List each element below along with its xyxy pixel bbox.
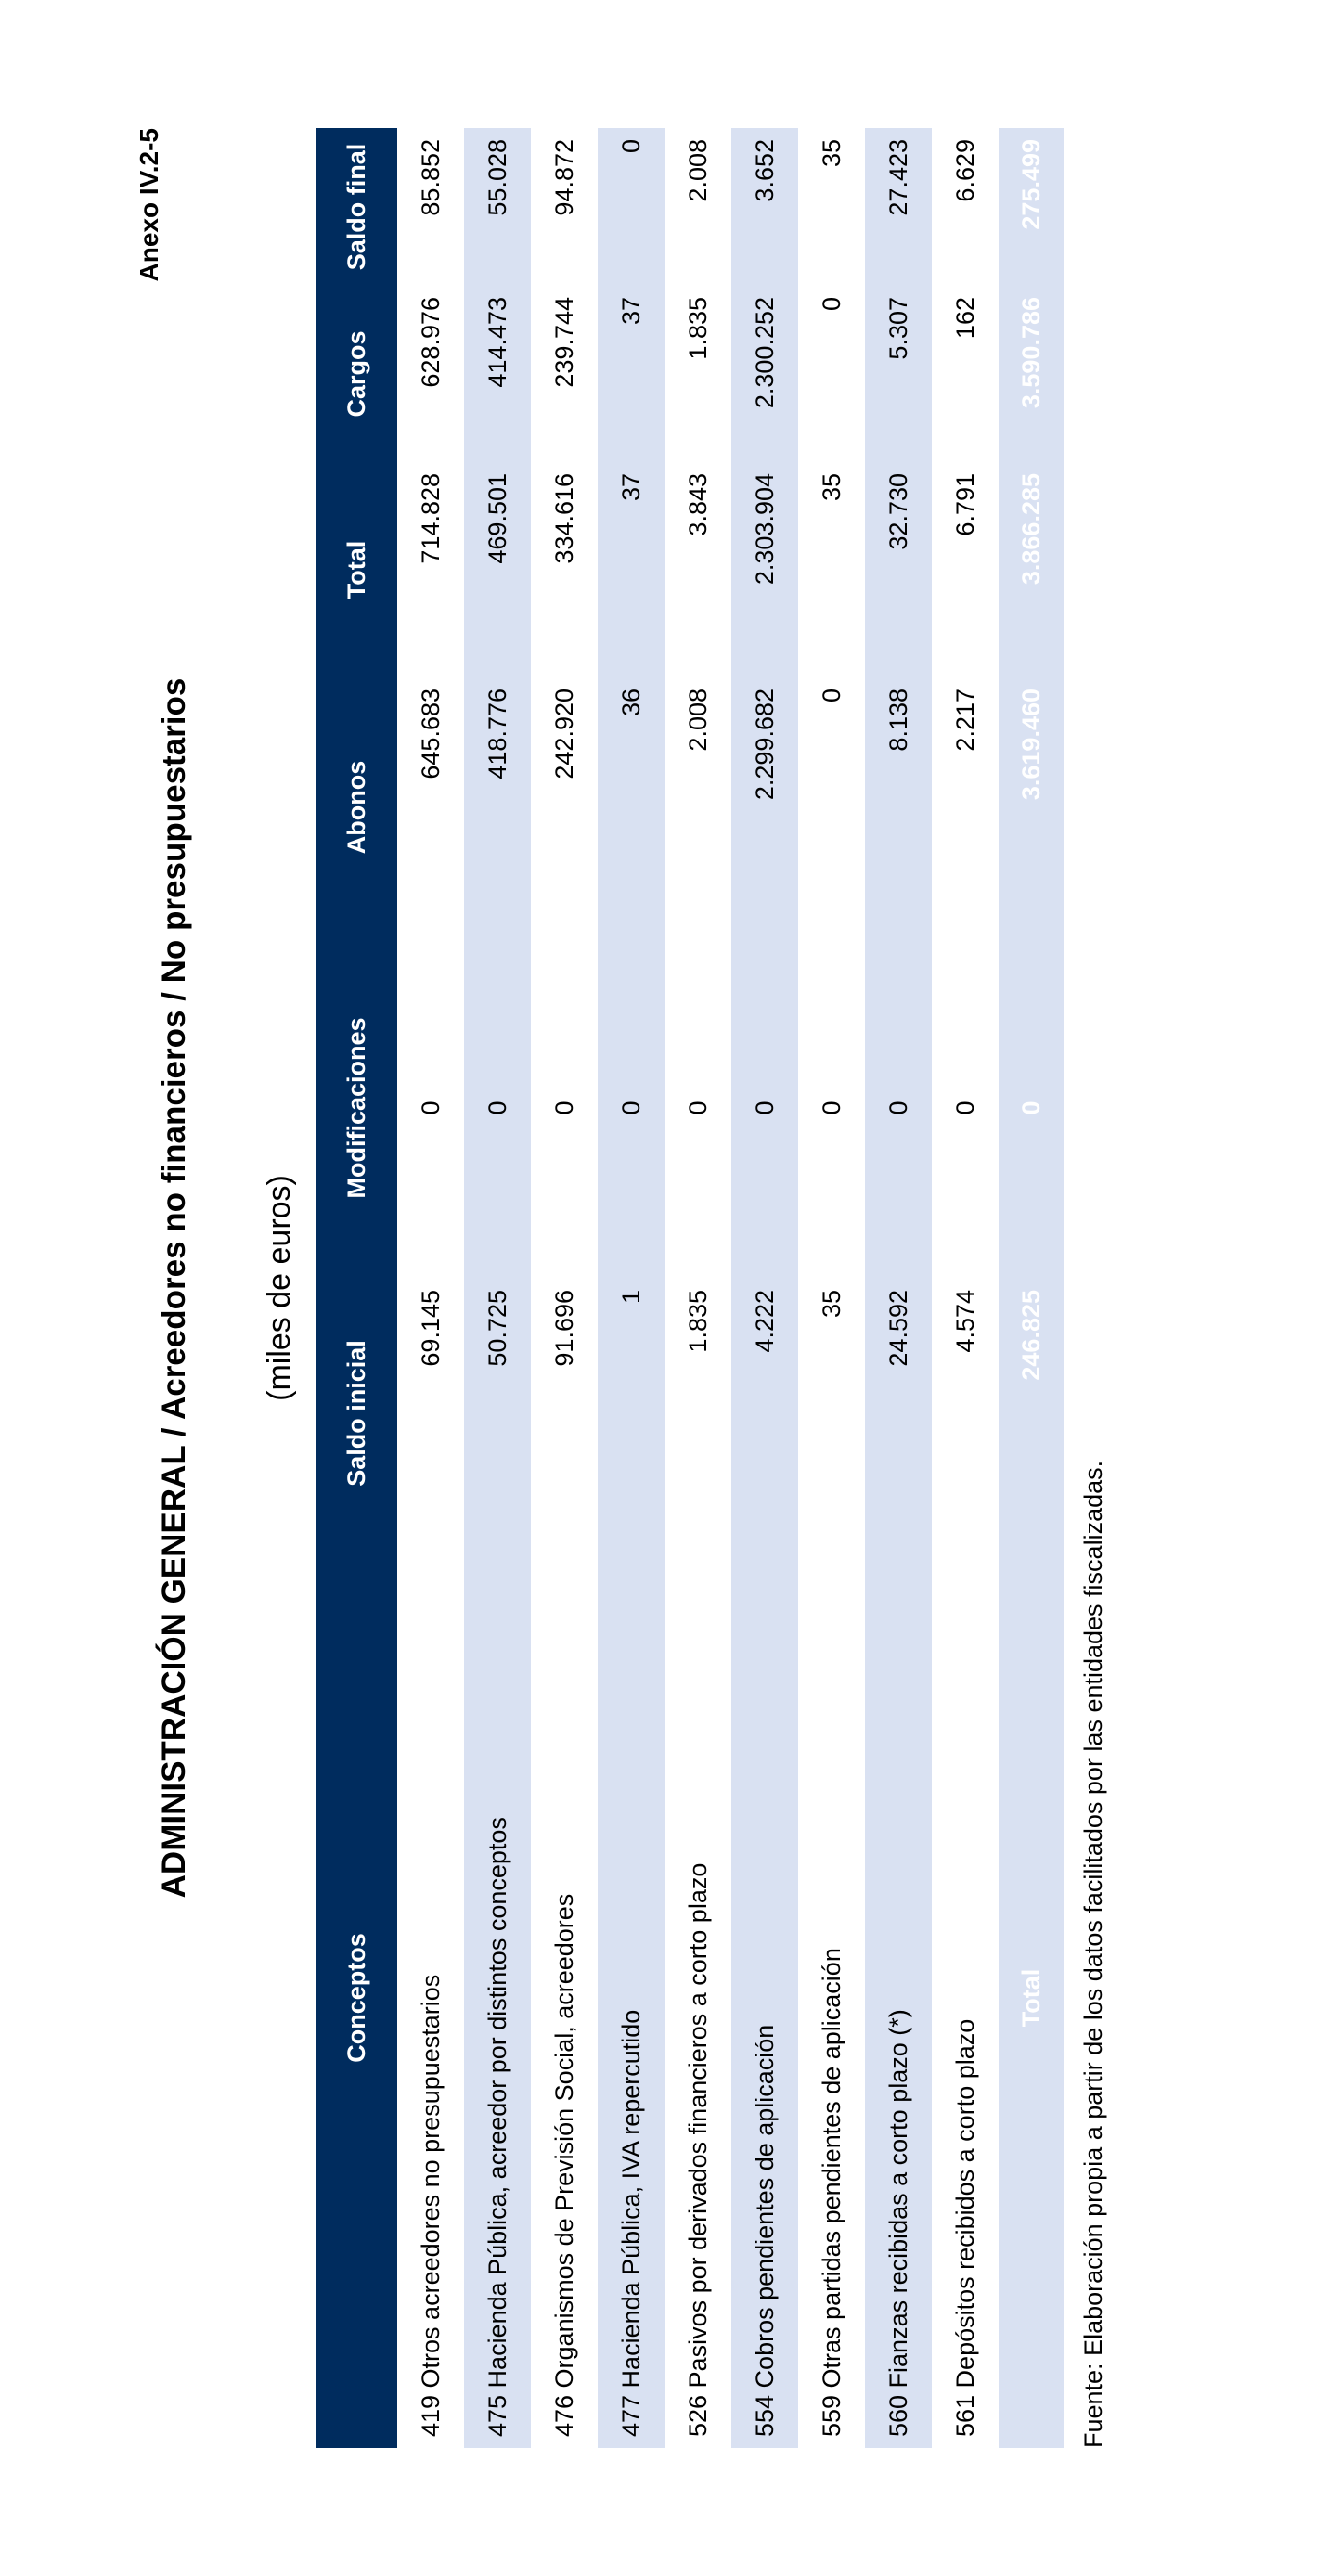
table-cell: 2.303.904	[731, 462, 798, 677]
column-header: Cargos	[316, 286, 397, 462]
table-cell: 8.138	[865, 677, 932, 937]
table-cell: 628.976	[416, 297, 445, 388]
table-cell: 2.008	[683, 689, 712, 752]
title: ADMINISTRACIÓN GENERAL / Acreedores no f…	[156, 677, 192, 1899]
subtitle: (miles de euros)	[262, 1175, 297, 1401]
table-cell: 0	[817, 1101, 845, 1115]
table-cell: 1.835	[683, 1290, 712, 1353]
table-cell: 69.145	[416, 1290, 445, 1367]
table-row: 476 Organismos de Previsión Social, acre…	[531, 128, 598, 2448]
table-row: 560 Fianzas recibidas a corto plazo (*) 2…	[865, 128, 932, 2448]
table-row: 559 Otras partidas pendientes de aplicac…	[798, 128, 865, 2448]
column-header: Conceptos	[316, 1548, 397, 2448]
table-row: 561 Depósitos recibidos a corto plazo 4.5…	[932, 128, 999, 2448]
table-cell: 0	[817, 297, 845, 312]
table-cell: 242.920	[549, 689, 578, 779]
total-cell: Total	[999, 1548, 1064, 2448]
total-cell: 246.825	[999, 1279, 1064, 1548]
table-row: 419 Otros acreedores no presupuestarios 6…	[397, 128, 464, 2448]
table-row: 475 Hacienda Pública, acreedor por disti…	[464, 128, 531, 2448]
table-cell: 36	[598, 677, 665, 937]
table-cell: 3.652	[731, 128, 798, 286]
column-header: Total	[316, 462, 397, 677]
table-cell: 559 Otras partidas pendientes de aplicac…	[817, 1948, 845, 2437]
table-cell: 35	[817, 473, 845, 502]
table-body: 419 Otros acreedores no presupuestarios 6…	[397, 128, 1064, 2448]
table-cell: 37	[598, 462, 665, 677]
table-cell: 561 Depósitos recibidos a corto plazo	[950, 2018, 979, 2437]
table-cell: 2.008	[683, 139, 712, 202]
column-header: Saldo final	[316, 128, 397, 286]
table-cell: 27.423	[865, 128, 932, 286]
total-cell: 3.866.285	[999, 462, 1064, 677]
table-cell: 0	[865, 937, 932, 1279]
table-cell: 55.028	[464, 128, 531, 286]
column-header: Abonos	[316, 677, 397, 937]
table-cell: 85.852	[416, 139, 445, 216]
table-cell: 1	[598, 1279, 665, 1548]
table-cell: 162	[950, 297, 979, 340]
table-cell: 526 Pasivos por derivados financieros a …	[683, 1862, 712, 2437]
table-cell: 0	[950, 1101, 979, 1115]
table-cell: 0	[598, 937, 665, 1279]
table-cell: 91.696	[549, 1290, 578, 1367]
table-cell: 560 Fianzas recibidas a corto plazo (*)	[865, 1548, 932, 2448]
table-row: 554 Cobros pendientes de aplicación 4.222…	[731, 128, 798, 2448]
table-cell: 334.616	[549, 473, 578, 564]
table-cell: 477 Hacienda Pública, IVA repercutido	[598, 1548, 665, 2448]
table-cell: 35	[817, 139, 845, 168]
total-cell: 275.499	[999, 128, 1064, 286]
table-cell: 1.835	[683, 297, 712, 360]
table-cell: 0	[598, 128, 665, 286]
table-cell: 714.828	[416, 473, 445, 564]
table-cell: 5.307	[865, 286, 932, 462]
table-cell: 6.791	[950, 473, 979, 536]
table-cell: 645.683	[416, 689, 445, 779]
table-cell: 3.843	[683, 473, 712, 536]
table-cell: 32.730	[865, 462, 932, 677]
column-header: Saldo inicial	[316, 1279, 397, 1548]
table-cell: 2.300.252	[731, 286, 798, 462]
table-cell: 476 Organismos de Previsión Social, acre…	[549, 1893, 578, 2437]
table-cell: 419 Otros acreedores no presupuestarios	[416, 1974, 445, 2437]
table-cell: 2.299.682	[731, 677, 798, 937]
table-cell: 0	[416, 1101, 445, 1115]
table-cell: 0	[817, 689, 845, 703]
table-cell: 50.725	[464, 1279, 531, 1548]
table-cell: 4.222	[731, 1279, 798, 1548]
table-cell: 0	[464, 937, 531, 1279]
table-row: 526 Pasivos por derivados financieros a …	[665, 128, 731, 2448]
table-cell: 6.629	[950, 139, 979, 202]
table-cell: 37	[598, 286, 665, 462]
table-cell: 414.473	[464, 286, 531, 462]
table-cell: 475 Hacienda Pública, acreedor por disti…	[464, 1548, 531, 2448]
table-cell: 0	[731, 937, 798, 1279]
table-cell: 239.744	[549, 297, 578, 388]
total-cell: 0	[999, 937, 1064, 1279]
table-cell: 0	[683, 1101, 712, 1115]
footnote: Fuente: Elaboración propia a partir de l…	[1079, 1460, 1107, 2448]
table-cell: 94.872	[549, 139, 578, 216]
column-header: Modificaciones	[316, 937, 397, 1279]
table-cell: 0	[549, 1101, 578, 1115]
total-cell: 3.619.460	[999, 677, 1064, 937]
table-cell: 554 Cobros pendientes de aplicación	[731, 1548, 798, 2448]
total-cell: 3.590.786	[999, 286, 1064, 462]
table-cell: 35	[817, 1290, 845, 1319]
table-cell: 4.574	[950, 1290, 979, 1353]
table: Conceptos Saldo inicial Modificaciones Abon…	[316, 128, 1064, 2448]
header-row: Conceptos Saldo inicial Modificaciones Abon…	[316, 128, 397, 2448]
table-cell: 418.776	[464, 677, 531, 937]
total-row: Total 246.825 0 3.619.460 3.866.285 3.590.786…	[999, 128, 1064, 2448]
table-row: 477 Hacienda Pública, IVA repercutido 1 0 3…	[598, 128, 665, 2448]
table-cell: 24.592	[865, 1279, 932, 1548]
table-cell: 2.217	[950, 689, 979, 752]
table-cell: 469.501	[464, 462, 531, 677]
